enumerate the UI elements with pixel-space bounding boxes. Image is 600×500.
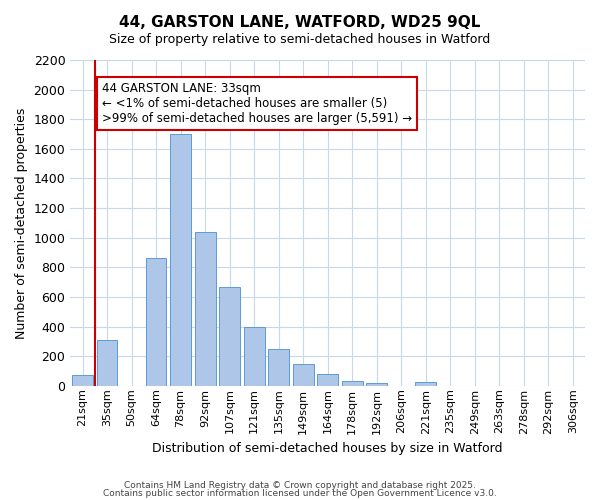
Text: Size of property relative to semi-detached houses in Watford: Size of property relative to semi-detach… — [109, 32, 491, 46]
Bar — [170, 134, 191, 386]
Bar — [244, 328, 265, 386]
Text: 44 GARSTON LANE: 33sqm
← <1% of semi-detached houses are smaller (5)
>99% of sem: 44 GARSTON LANE: 33sqm ← <1% of semi-det… — [102, 82, 412, 125]
X-axis label: Distribution of semi-detached houses by size in Watford: Distribution of semi-detached houses by … — [152, 442, 503, 455]
Bar — [97, 340, 118, 386]
Bar — [194, 232, 215, 386]
Bar — [146, 258, 166, 386]
Y-axis label: Number of semi-detached properties: Number of semi-detached properties — [15, 107, 28, 338]
Text: 44, GARSTON LANE, WATFORD, WD25 9QL: 44, GARSTON LANE, WATFORD, WD25 9QL — [119, 15, 481, 30]
Bar — [366, 383, 387, 386]
Text: Contains HM Land Registry data © Crown copyright and database right 2025.: Contains HM Land Registry data © Crown c… — [124, 481, 476, 490]
Bar — [72, 376, 93, 386]
Bar — [317, 374, 338, 386]
Bar — [219, 286, 240, 386]
Bar — [415, 382, 436, 386]
Bar — [342, 380, 362, 386]
Bar — [293, 364, 314, 386]
Bar — [268, 350, 289, 386]
Text: Contains public sector information licensed under the Open Government Licence v3: Contains public sector information licen… — [103, 488, 497, 498]
